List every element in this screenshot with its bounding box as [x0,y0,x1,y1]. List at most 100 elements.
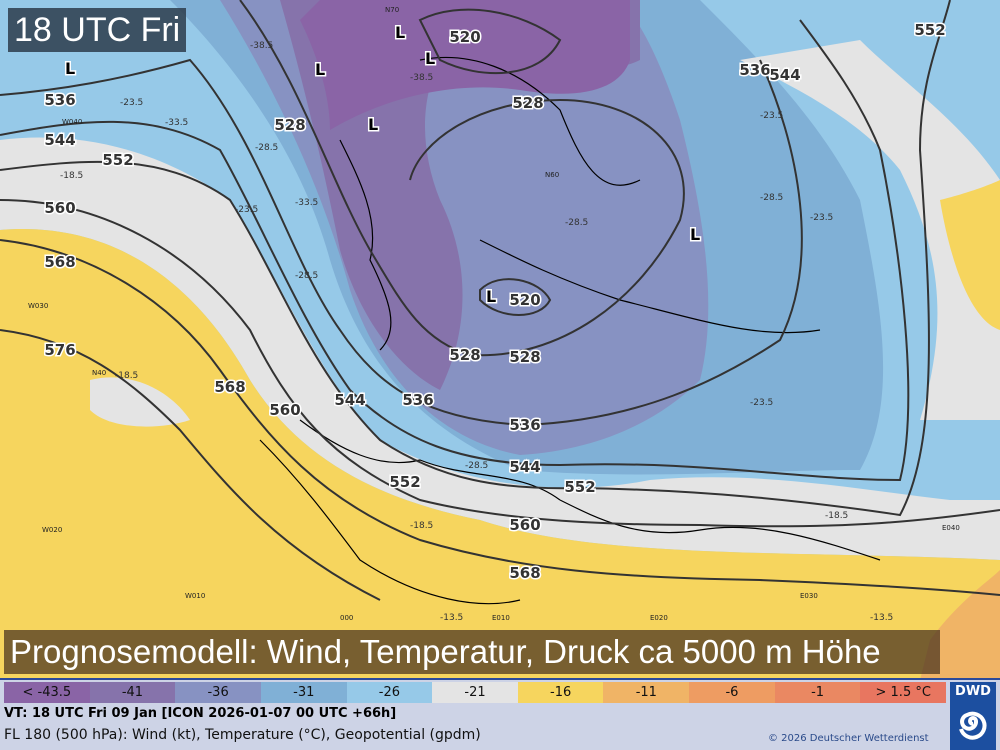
temperature-label: -18.5 [825,511,848,521]
coastlines [259,56,881,605]
contour-label: 536 [402,391,433,409]
temperature-label: -28.5 [295,271,318,281]
contour-label: 544 [769,66,800,84]
valid-time-info: VT: 18 UTC Fri 09 Jan [ICON 2026-01-07 0… [4,706,397,721]
geopotential-contour [0,239,1000,596]
contour-label: 552 [102,151,133,169]
geopotential-contour [479,278,552,316]
contour-label: 560 [44,199,75,217]
temperature-zone [940,180,1000,330]
contour-label: 528 [449,346,480,364]
low-pressure-marker: L [690,225,700,244]
valid-time-label: 18 UTC Fri [8,8,187,52]
contour-label: 536 [44,91,75,109]
contour-label: 568 [44,253,75,271]
temperature-label: -23.5 [235,205,258,215]
temperature-zone [0,137,1000,560]
contour-label: 576 [44,341,75,359]
contour-label: 560 [269,401,300,419]
low-pressure-marker: L [315,60,325,79]
geopotential-contour [0,58,803,427]
legend-swatch: -16 [517,682,604,703]
temperature-label: -33.5 [295,198,318,208]
grid-label: E040 [942,524,960,532]
low-pressure-marker: L [368,115,378,134]
grid-label: W030 [28,302,48,310]
contour-label: 520 [449,28,480,46]
dwd-logo: DWD [950,682,996,750]
temperature-label: -38.5 [410,73,433,83]
temperature-label: -23.5 [760,111,783,121]
contour-label: 536 [739,61,770,79]
coastline [559,499,881,561]
temperature-label: -23.5 [750,398,773,408]
contour-label: 528 [509,348,540,366]
low-pressure-marker: L [65,59,75,78]
contour-label: 552 [914,21,945,39]
temperature-label: -23.5 [810,213,833,223]
temperature-label: -18.5 [410,521,433,531]
grid-label: N40 [92,369,106,377]
low-pressure-marker: L [486,287,496,306]
contour-label: 560 [509,516,540,534]
contour-label: 536 [509,416,540,434]
temperature-label: -18.5 [115,371,138,381]
temperature-label: -13.5 [440,613,463,623]
contour-label: 528 [512,94,543,112]
legend-swatch: -6 [689,682,775,703]
contour-label: 552 [564,478,595,496]
temperature-label: -28.5 [465,461,488,471]
contour-label: 544 [44,131,75,149]
geopotential-contour [418,8,562,75]
temperature-label: -18.5 [60,171,83,181]
temperature-label: -28.5 [255,143,278,153]
legend-swatch: -26 [346,682,433,703]
contour-label: 520 [509,291,540,309]
temperature-zone [740,40,1000,420]
low-pressure-marker: L [425,49,435,68]
legend-swatch: -41 [89,682,176,703]
grid-label: E030 [800,592,818,600]
grid-label: N70 [385,6,399,14]
temperature-label: -28.5 [760,193,783,203]
contour-label: 568 [214,378,245,396]
grid-label: N60 [545,171,559,179]
temperature-legend: < -43.5 -41 -36 -31 -26 -21 -16 -11 -6 -1 > 1.5 °C [4,682,947,703]
geopotential-contours [0,0,1000,601]
product-banner: Prognosemodell: Wind, Temperatur, Druck … [4,630,940,674]
temperature-label: -13.5 [870,613,893,623]
contour-label: 544 [334,391,365,409]
low-pressure-marker: L [395,23,405,42]
temperature-label: -33.5 [165,118,188,128]
geopotential-contour [0,19,910,482]
geopotential-contour [0,199,1000,528]
contour-label: 568 [509,564,540,582]
geopotential-contour [239,0,685,357]
grid-label: E020 [650,614,668,622]
coastline [259,439,521,605]
temperature-zone [920,570,1000,680]
coastline [419,56,641,186]
temperature-label: -23.5 [120,98,143,108]
legend-swatch: < -43.5 [4,682,90,703]
dwd-logo-text: DWD [955,684,991,699]
temperature-label: -38.5 [250,41,273,51]
grid-label: W040 [62,118,82,126]
grid-label: W010 [185,592,205,600]
level-description: FL 180 (500 hPa): Wind (kt), Temperature… [4,727,481,743]
geopotential-contour [0,0,951,517]
geopotential-contour [0,329,381,601]
coastline [339,139,392,351]
temperature-label: -28.5 [565,218,588,228]
legend-swatch: -31 [260,682,347,703]
contour-label: 552 [389,473,420,491]
swirl-icon [959,711,987,740]
coastline [299,419,561,501]
temperature-zone [0,229,1000,680]
grid-label: W020 [42,526,62,534]
legend-swatch: -21 [432,682,518,703]
grid-label: 000 [340,614,353,622]
